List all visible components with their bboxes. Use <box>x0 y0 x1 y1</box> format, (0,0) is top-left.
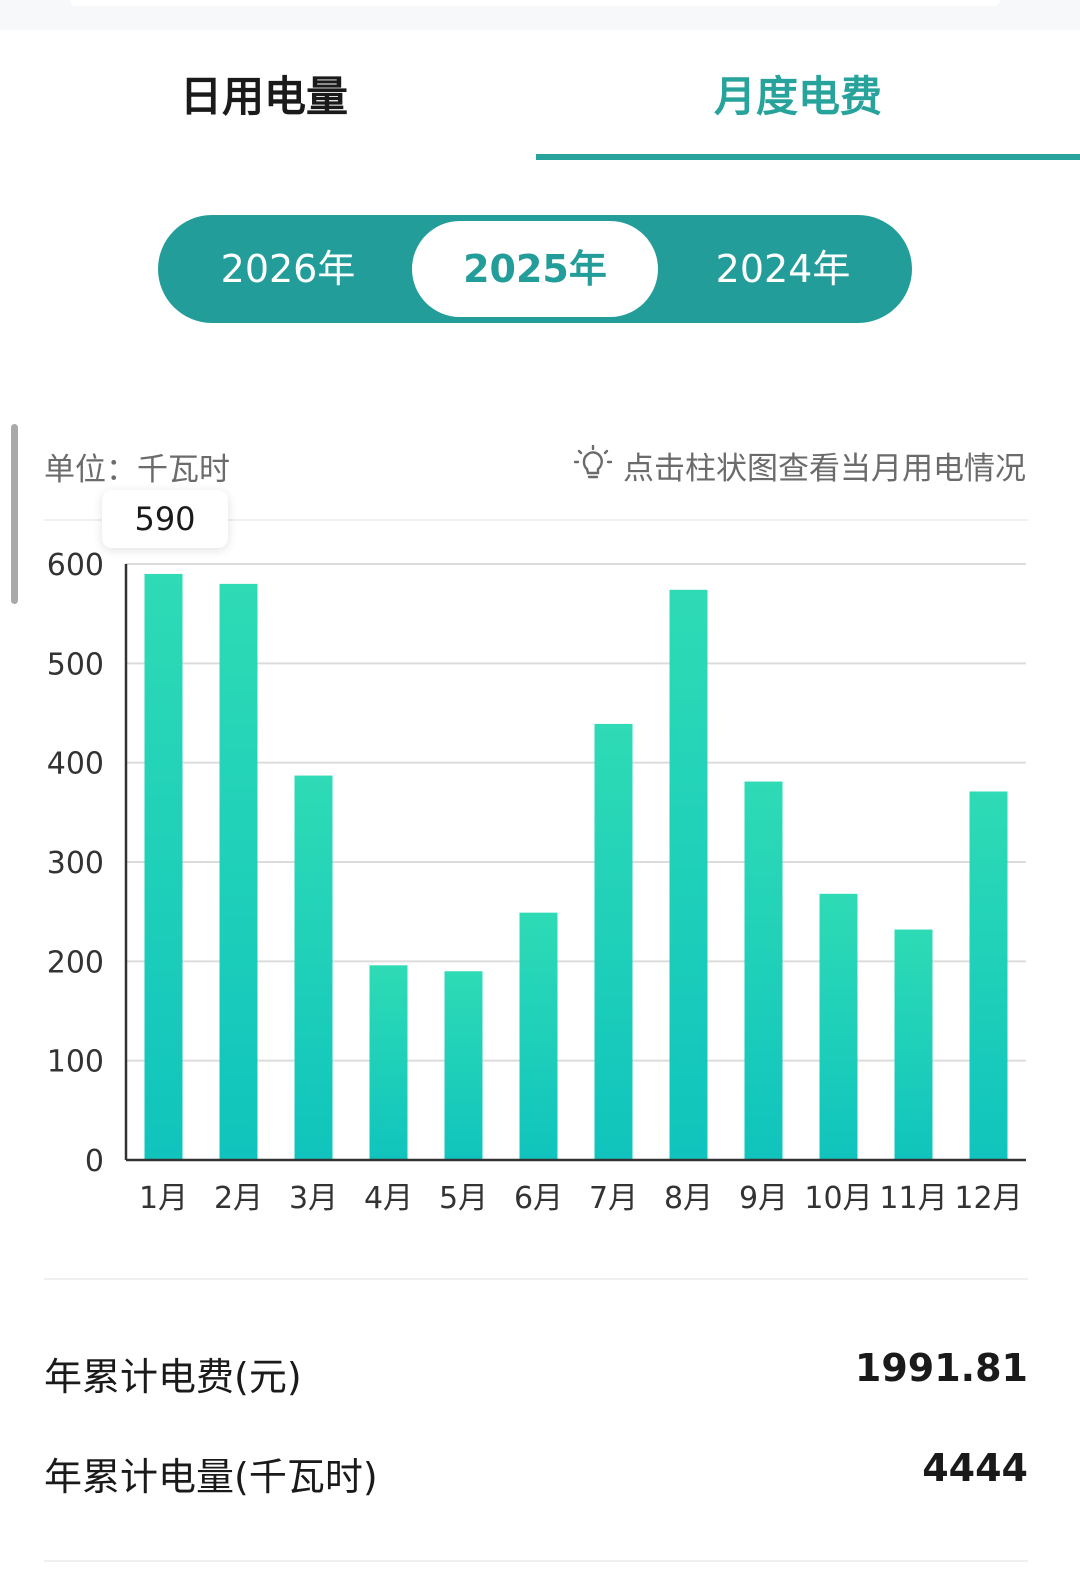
x-tick-label: 8月 <box>664 1181 713 1216</box>
bar-3[interactable] <box>294 775 333 1160</box>
y-tick-label: 100 <box>47 1045 104 1080</box>
year-option-2025-selected[interactable]: 2025年 <box>412 221 658 317</box>
y-tick-label: 600 <box>47 548 104 583</box>
chart-divider <box>44 1278 1028 1280</box>
bar-6[interactable] <box>519 912 558 1160</box>
bar-1[interactable] <box>144 573 183 1160</box>
tab-daily-usage[interactable]: 日用电量 <box>180 72 349 121</box>
x-tick-label: 11月 <box>879 1181 947 1216</box>
bar-2[interactable] <box>219 583 258 1160</box>
bar-7[interactable] <box>594 723 633 1160</box>
year-switch: 2026年 2025年 2024年 <box>158 215 912 323</box>
annual-energy-label: 年累计电量(千瓦时) <box>44 1455 378 1499</box>
top-strip <box>0 0 1080 30</box>
scrollbar-thumb[interactable] <box>11 424 18 604</box>
year-option-2026[interactable]: 2026年 <box>220 247 356 291</box>
unit-label: 单位：千瓦时 <box>44 452 230 488</box>
bar-9[interactable] <box>744 781 783 1160</box>
bar-value-tooltip: 590 <box>102 490 228 548</box>
x-tick-label: 10月 <box>804 1181 872 1216</box>
annual-fee-label: 年累计电费(元) <box>44 1355 302 1399</box>
y-tick-label: 400 <box>47 747 104 782</box>
y-tick-label: 200 <box>47 945 104 980</box>
chart-hint-text: 点击柱状图查看当月用电情况 <box>623 450 1026 487</box>
annual-energy-value: 4444 <box>922 1446 1028 1490</box>
bar-8[interactable] <box>669 589 708 1160</box>
bar-4[interactable] <box>369 965 408 1160</box>
x-tick-label: 9月 <box>739 1181 788 1216</box>
year-option-2024[interactable]: 2024年 <box>715 247 851 291</box>
x-tick-label: 6月 <box>514 1181 563 1216</box>
bar-11[interactable] <box>894 929 933 1160</box>
x-tick-label: 3月 <box>289 1181 338 1216</box>
top-strip-card-edge <box>70 0 1000 6</box>
x-tick-label: 5月 <box>439 1181 488 1216</box>
y-tick-label: 500 <box>47 647 104 682</box>
x-tick-label: 2月 <box>214 1181 263 1216</box>
y-tick-label: 0 <box>85 1144 104 1179</box>
lightbulb-icon <box>573 445 613 479</box>
x-tick-label: 4月 <box>364 1181 413 1216</box>
x-tick-label: 1月 <box>139 1181 188 1216</box>
bar-12[interactable] <box>969 791 1008 1160</box>
bottom-divider <box>44 1560 1028 1562</box>
annual-fee-value: 1991.81 <box>854 1346 1028 1390</box>
bar-10[interactable] <box>819 893 858 1160</box>
tab-active-underline <box>536 154 1080 160</box>
y-tick-label: 300 <box>47 846 104 881</box>
chart-hint: 点击柱状图查看当月用电情况 <box>573 440 1026 490</box>
tab-monthly-fee[interactable]: 月度电费 <box>714 72 883 121</box>
x-tick-label: 7月 <box>589 1181 638 1216</box>
header-divider <box>44 519 1028 521</box>
x-tick-label: 12月 <box>954 1181 1022 1216</box>
bar-5[interactable] <box>444 971 483 1160</box>
monthly-usage-bar-chart: 0 100 200 300 400 500 600 1月 2月 3月 4月 5月 6月 7月 8月 9月 10月… <box>47 548 1026 1216</box>
